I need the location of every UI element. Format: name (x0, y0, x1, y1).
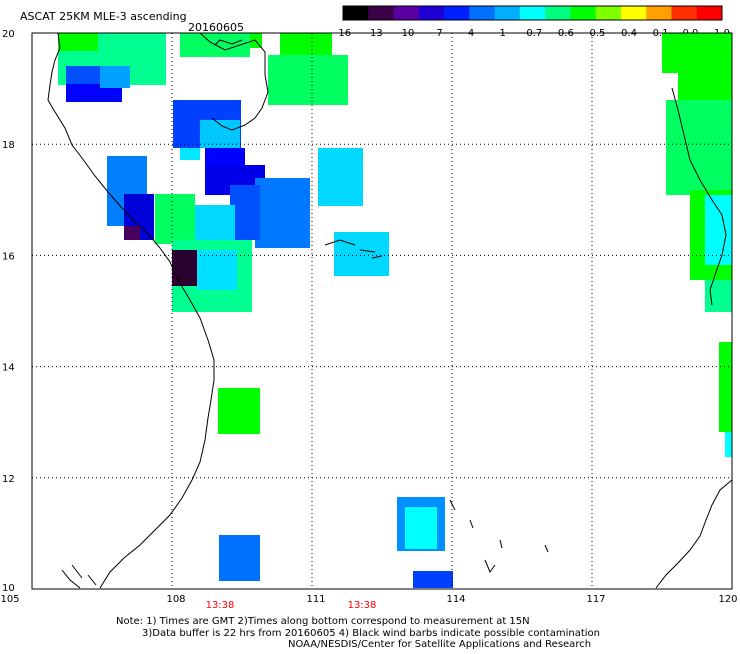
swath-patch (662, 33, 732, 73)
coastline-hainan-bits (324, 239, 383, 259)
swath-patch (280, 33, 332, 55)
lat-label: 16 (2, 251, 15, 262)
colorbar-segment (494, 6, 521, 20)
colorbar-frame (342, 5, 723, 21)
colorbar-segment (393, 6, 420, 20)
swath-patch (205, 148, 245, 170)
time-label-2: 13:38 (348, 600, 377, 611)
colorbar (342, 5, 723, 21)
wind-data-swaths (58, 33, 732, 588)
swath-patch (155, 194, 195, 244)
coastline (47, 32, 733, 589)
colorbar-segment (671, 6, 698, 20)
swath-patch (705, 280, 732, 312)
swath-patch (268, 55, 348, 105)
time-label-1: 13:38 (206, 600, 235, 611)
lon-label: 120 (718, 594, 737, 605)
lat-lon-grid (32, 33, 732, 589)
map-border (31, 32, 733, 590)
axis-labels: 105 108 111 114 117 120 20 18 16 14 12 10 (0, 29, 737, 605)
swath-patch (66, 84, 122, 102)
colorbar-segment (343, 6, 369, 20)
lon-label: 111 (306, 594, 325, 605)
lat-label: 18 (2, 140, 15, 151)
swath-patch (100, 66, 130, 88)
colorbar-segment (444, 6, 470, 20)
colorbar-segment (570, 6, 597, 20)
coastline-taiwan-luzon (671, 87, 727, 306)
swath-patch (725, 432, 732, 457)
swath-patch (197, 250, 237, 290)
swath-patch (666, 100, 732, 195)
lon-label: 108 (166, 594, 185, 605)
coastline-islands-south (449, 499, 549, 574)
swath-patch (413, 571, 453, 588)
swath-patch (58, 33, 98, 51)
swath-patch (678, 73, 732, 103)
swath-patch (318, 148, 363, 206)
swath-patch (334, 232, 389, 276)
swath-patch (219, 535, 260, 581)
note-line-3: NOAA/NESDIS/Center for Satellite Applica… (288, 639, 591, 650)
colorbar-segment (418, 6, 445, 20)
swath-patch (218, 388, 260, 434)
lon-label: 114 (446, 594, 465, 605)
coastline-gulf-island (214, 39, 243, 46)
lat-label: 14 (2, 363, 15, 374)
coastline-vietnam (47, 32, 215, 589)
swath-patch (172, 250, 197, 286)
swath-patch (255, 178, 310, 248)
swath-patch (719, 342, 732, 432)
lat-label: 20 (2, 29, 15, 40)
colorbar-segment (646, 6, 672, 20)
lon-label: 117 (586, 594, 605, 605)
coastline-china-south (199, 32, 269, 131)
product-date: 20160605 (188, 21, 244, 34)
coastline-mekong (61, 564, 97, 589)
lat-label: 12 (2, 474, 15, 485)
coastline-borneo (655, 479, 733, 589)
colorbar-segment (620, 6, 647, 20)
colorbar-segment (696, 6, 723, 20)
colorbar-segment (519, 6, 546, 20)
swath-patch (180, 148, 200, 160)
colorbar-segment (545, 6, 571, 20)
note-line-1: Note: 1) Times are GMT 2)Times along bot… (116, 616, 530, 627)
swath-patch (195, 205, 235, 245)
swath-patch (405, 507, 437, 549)
lon-label: 105 (0, 594, 19, 605)
lat-label: 10 (2, 583, 15, 594)
product-title: ASCAT 25KM MLE-3 ascending (20, 10, 187, 23)
swath-patch (124, 226, 140, 240)
colorbar-segment (368, 6, 395, 20)
colorbar-segment (595, 6, 622, 20)
colorbar-segment (469, 6, 496, 20)
swath-patch (705, 195, 732, 265)
note-line-2: 3)Data buffer is 22 hrs from 20160605 4)… (142, 628, 600, 639)
